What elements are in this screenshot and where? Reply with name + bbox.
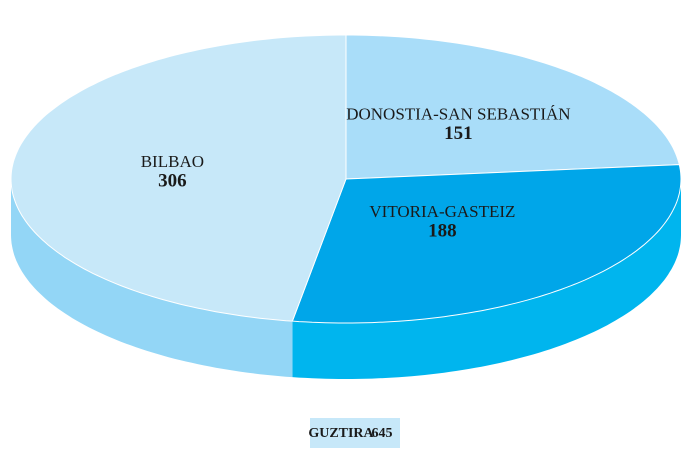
total-box (310, 418, 400, 448)
slice-value: 188 (428, 220, 457, 241)
slice-side (11, 179, 293, 378)
total-label: GUZTIRA (308, 426, 374, 441)
slice-side (292, 179, 681, 379)
slice-value: 151 (444, 123, 473, 144)
slice-value: 306 (158, 170, 187, 191)
slice (345, 34, 680, 180)
slice (291, 164, 682, 324)
slice-label: VITORIA-GASTEIZ (369, 202, 515, 221)
total-value: 645 (372, 426, 393, 441)
slice-label: DONOSTIA-SAN SEBASTIÁN (346, 105, 570, 124)
slice-label: BILBAO (141, 152, 204, 171)
slice (10, 34, 347, 322)
